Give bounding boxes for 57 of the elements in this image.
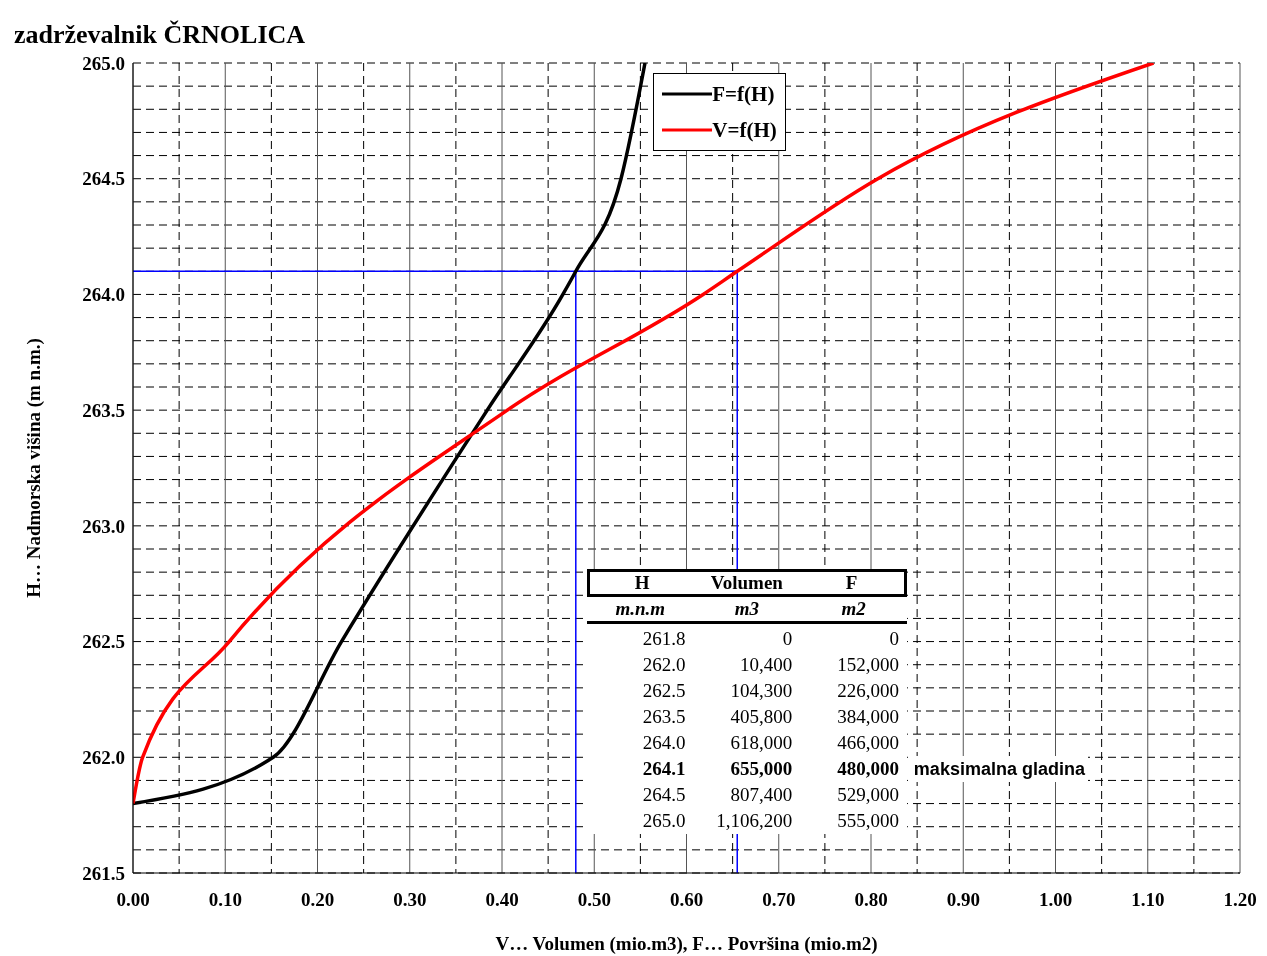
annotation: 226,000 <box>836 679 900 704</box>
y-tick-label: 264.5 <box>82 168 125 190</box>
annotation: 261.8 <box>641 627 687 652</box>
x-tick-label: 0.90 <box>946 889 980 911</box>
x-tick-label: 0.20 <box>300 889 335 911</box>
annotation: 405,800 <box>729 705 794 730</box>
annotation: 262.0 <box>641 653 687 678</box>
x-tick-label: 0.10 <box>208 889 242 911</box>
annotation: 264.0 <box>641 731 687 756</box>
annotation: m3 <box>733 597 760 622</box>
y-axis-title: H… Nadmorska višina (m n.m.) <box>23 338 45 598</box>
annotation: m2 <box>840 597 867 622</box>
annotation: 264.1 <box>641 757 687 782</box>
annotation: 655,000 <box>729 757 794 782</box>
x-tick-label: 0.50 <box>577 889 611 911</box>
x-tick-label: 1.00 <box>1038 889 1073 911</box>
x-tick-label: 0.30 <box>393 889 427 911</box>
annotation: 104,300 <box>729 679 794 704</box>
annotation: 618,000 <box>729 731 794 756</box>
annotation: 466,000 <box>836 731 900 756</box>
annotation: 1,106,200 <box>715 809 794 834</box>
y-tick-label: 262.5 <box>82 631 125 653</box>
annotation: 263.5 <box>641 705 687 730</box>
y-tick-label: 263.0 <box>82 515 125 537</box>
annotation: Volumen <box>709 572 784 595</box>
annotation: 265.0 <box>641 809 687 834</box>
annotation: 10,400 <box>738 653 794 678</box>
x-tick-label: 0.40 <box>485 889 519 911</box>
legend-label: V=f(H) <box>712 117 777 143</box>
annotation: 529,000 <box>836 783 900 808</box>
y-tick-label: 265.0 <box>82 52 125 74</box>
y-tick-label: 262.0 <box>82 747 125 769</box>
annotation: 384,000 <box>836 705 900 730</box>
legend-label: F=f(H) <box>712 81 775 107</box>
x-tick-label: 0.00 <box>116 889 150 911</box>
y-tick-label: 263.5 <box>82 399 125 421</box>
x-tick-label: 1.10 <box>1131 889 1165 911</box>
annotation: H <box>633 572 651 595</box>
annotation: 262.5 <box>641 679 687 704</box>
annotation: maksimalna gladina <box>910 756 1088 783</box>
x-tick-label: 0.70 <box>762 889 796 911</box>
x-tick-label: 0.80 <box>854 889 888 911</box>
annotation: F <box>844 572 859 595</box>
chart-title: zadrževalnik ČRNOLICA <box>14 20 306 50</box>
x-tick-label: 1.20 <box>1223 889 1257 911</box>
annotation: 480,000 <box>836 757 900 782</box>
x-axis-title: V… Volumen (mio.m3), F… Površina (mio.m2) <box>495 933 878 955</box>
annotation: 807,400 <box>729 783 794 808</box>
y-tick-label: 264.0 <box>82 284 125 306</box>
annotation: 0 <box>888 627 900 652</box>
x-tick-label: 0.60 <box>669 889 704 911</box>
annotation: 0 <box>781 627 794 652</box>
annotation: m.n.m <box>614 597 666 622</box>
annotation: 152,000 <box>836 653 900 678</box>
y-tick-label: 261.5 <box>82 862 125 884</box>
annotation: 555,000 <box>836 809 900 834</box>
annotation: 264.5 <box>641 783 687 808</box>
